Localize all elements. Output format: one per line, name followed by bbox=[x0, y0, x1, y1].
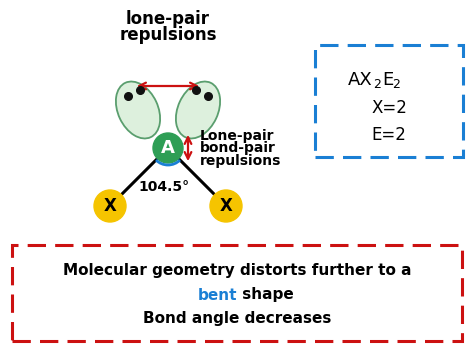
Text: 2: 2 bbox=[392, 78, 400, 91]
Text: repulsions: repulsions bbox=[119, 26, 217, 44]
FancyBboxPatch shape bbox=[12, 245, 462, 341]
Ellipse shape bbox=[116, 82, 160, 138]
Text: X: X bbox=[219, 197, 232, 215]
Circle shape bbox=[94, 190, 126, 222]
Text: X=2: X=2 bbox=[371, 99, 407, 117]
Text: E=2: E=2 bbox=[372, 126, 406, 144]
Text: Bond angle decreases: Bond angle decreases bbox=[143, 311, 331, 327]
Text: shape: shape bbox=[237, 287, 294, 303]
Text: bond-pair: bond-pair bbox=[200, 141, 276, 155]
Text: E: E bbox=[382, 71, 393, 89]
Text: 2: 2 bbox=[373, 78, 381, 91]
Text: Lone-pair: Lone-pair bbox=[200, 129, 274, 143]
Text: lone-pair: lone-pair bbox=[126, 10, 210, 28]
Circle shape bbox=[210, 190, 242, 222]
Text: A: A bbox=[161, 139, 175, 157]
Text: X: X bbox=[103, 197, 117, 215]
FancyBboxPatch shape bbox=[315, 45, 463, 157]
Text: repulsions: repulsions bbox=[200, 154, 282, 168]
Text: 104.5°: 104.5° bbox=[138, 180, 190, 194]
Text: AX: AX bbox=[348, 71, 373, 89]
Circle shape bbox=[153, 133, 183, 163]
Text: bent: bent bbox=[198, 287, 237, 303]
Ellipse shape bbox=[176, 82, 220, 138]
Text: Molecular geometry distorts further to a: Molecular geometry distorts further to a bbox=[63, 263, 411, 277]
